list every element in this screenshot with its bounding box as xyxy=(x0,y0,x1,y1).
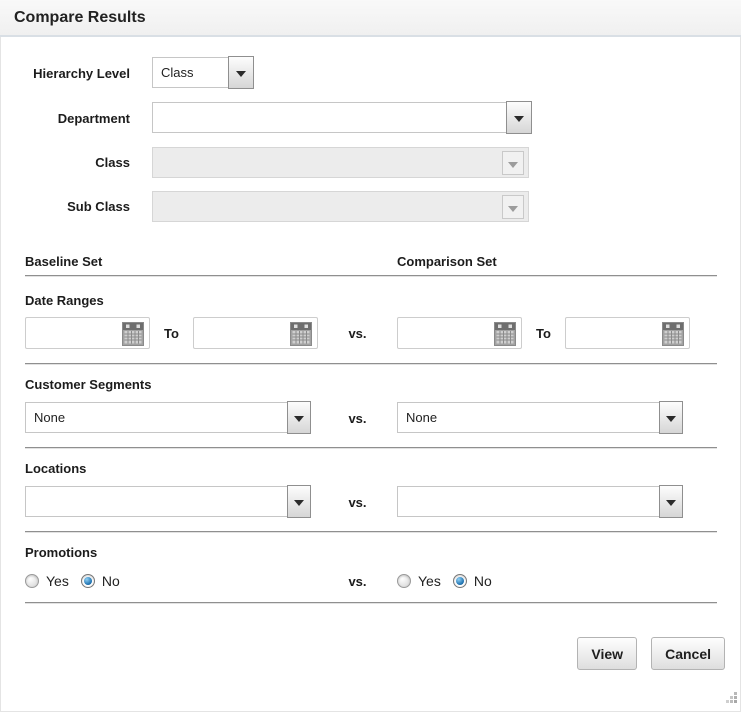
section-divider xyxy=(25,602,717,604)
cancel-button[interactable]: Cancel xyxy=(651,637,725,670)
comparison-start-date-input[interactable] xyxy=(404,318,494,348)
vs-label: vs. xyxy=(348,494,367,510)
comparison-set-header: Comparison Set xyxy=(397,254,497,269)
calendar-icon[interactable] xyxy=(122,321,144,346)
no-label: No xyxy=(101,573,120,589)
to-label: To xyxy=(164,325,179,341)
comparison-end-date-input[interactable] xyxy=(571,318,662,348)
comparison-date-range: To xyxy=(397,317,690,349)
section-divider xyxy=(25,447,717,449)
baseline-customer-segments-value[interactable]: None xyxy=(25,402,288,433)
department-label: Department xyxy=(57,110,130,126)
department-value[interactable] xyxy=(152,102,507,133)
comparison-locations-combobox[interactable] xyxy=(397,485,690,518)
dialog-footer: View Cancel xyxy=(577,637,725,670)
baseline-promotions-yes-radio[interactable] xyxy=(25,574,39,588)
compare-area: Baseline Set Comparison Set Date Ranges xyxy=(25,254,717,604)
sub-class-combobox-disabled xyxy=(152,191,529,222)
dialog-title: Compare Results xyxy=(14,8,146,26)
chevron-down-glyph xyxy=(514,116,524,122)
section-divider xyxy=(25,275,717,277)
comparison-locations-value[interactable] xyxy=(397,486,660,517)
baseline-end-date-input[interactable] xyxy=(199,318,290,348)
calendar-icon[interactable] xyxy=(289,321,312,346)
hierarchy-level-value[interactable]: Class xyxy=(152,57,229,88)
hierarchy-level-combobox[interactable]: Class xyxy=(152,56,254,89)
department-row: Department xyxy=(0,101,741,134)
date-ranges-row: To vs. xyxy=(25,317,717,349)
date-ranges-label: Date Ranges xyxy=(25,293,104,308)
yes-label: Yes xyxy=(46,573,69,589)
calendar-icon[interactable] xyxy=(494,321,516,346)
sub-class-label: Sub Class xyxy=(67,199,130,214)
chevron-down-glyph xyxy=(294,500,304,506)
sub-class-row: Sub Class xyxy=(0,191,741,222)
chevron-down-icon[interactable] xyxy=(228,56,254,89)
baseline-date-range: To xyxy=(25,317,318,349)
chevron-down-icon[interactable] xyxy=(287,485,311,518)
class-row: Class xyxy=(0,147,741,178)
chevron-down-icon xyxy=(502,151,524,175)
promotions-label: Promotions xyxy=(25,545,98,560)
department-combobox[interactable] xyxy=(152,101,532,134)
chevron-down-glyph xyxy=(236,71,246,77)
no-label: No xyxy=(473,573,492,589)
locations-row: vs. xyxy=(25,485,717,518)
vs-label: vs. xyxy=(348,573,367,589)
resize-grip-icon[interactable] xyxy=(725,691,738,709)
chevron-down-glyph xyxy=(666,500,676,506)
promotions-row: Yes No vs. Yes No xyxy=(25,573,717,589)
customer-segments-row: None vs. None xyxy=(25,401,717,434)
locations-label: Locations xyxy=(25,461,87,476)
vs-label: vs. xyxy=(348,325,367,341)
baseline-start-date-field[interactable] xyxy=(25,317,150,349)
dialog-titlebar: Compare Results xyxy=(0,0,741,37)
baseline-start-date-input[interactable] xyxy=(32,318,122,348)
comparison-start-date-field[interactable] xyxy=(397,317,522,349)
chevron-down-icon xyxy=(502,195,524,219)
to-label: To xyxy=(536,325,551,341)
calendar-icon[interactable] xyxy=(661,321,684,346)
baseline-promotions-radio-group: Yes No xyxy=(25,573,318,589)
chevron-down-glyph xyxy=(508,205,518,212)
hierarchy-level-label: Hierarchy Level xyxy=(33,65,130,81)
comparison-promotions-no-radio[interactable] xyxy=(452,574,467,588)
baseline-customer-segments-combobox[interactable]: None xyxy=(25,401,318,434)
hierarchy-level-row: Hierarchy Level Class xyxy=(0,56,741,89)
comparison-promotions-yes-radio[interactable] xyxy=(397,574,411,588)
class-combobox-disabled xyxy=(152,147,529,178)
chevron-down-icon[interactable] xyxy=(659,401,683,434)
comparison-customer-segments-combobox[interactable]: None xyxy=(397,401,690,434)
chevron-down-glyph xyxy=(666,416,676,422)
customer-segments-label: Customer Segments xyxy=(25,377,152,392)
chevron-down-icon[interactable] xyxy=(287,401,311,434)
yes-label: Yes xyxy=(418,573,441,589)
section-divider xyxy=(25,363,717,365)
comparison-promotions-radio-group: Yes No xyxy=(397,573,690,589)
comparison-customer-segments-value[interactable]: None xyxy=(397,402,660,433)
baseline-set-header: Baseline Set xyxy=(25,254,103,269)
hierarchy-section: Hierarchy Level Class Department Class S… xyxy=(0,37,741,222)
chevron-down-glyph xyxy=(508,161,518,168)
baseline-end-date-field[interactable] xyxy=(192,317,318,349)
comparison-end-date-field[interactable] xyxy=(564,317,690,349)
view-button[interactable]: View xyxy=(577,637,638,670)
baseline-locations-combobox[interactable] xyxy=(25,485,318,518)
chevron-down-icon[interactable] xyxy=(659,485,683,518)
baseline-promotions-no-radio[interactable] xyxy=(80,574,95,588)
vs-label: vs. xyxy=(348,410,367,426)
chevron-down-glyph xyxy=(294,416,304,422)
section-divider xyxy=(25,531,717,533)
chevron-down-icon[interactable] xyxy=(506,101,532,134)
set-headers-row: Baseline Set Comparison Set xyxy=(25,254,717,269)
baseline-locations-value[interactable] xyxy=(25,486,288,517)
class-label: Class xyxy=(95,155,130,170)
